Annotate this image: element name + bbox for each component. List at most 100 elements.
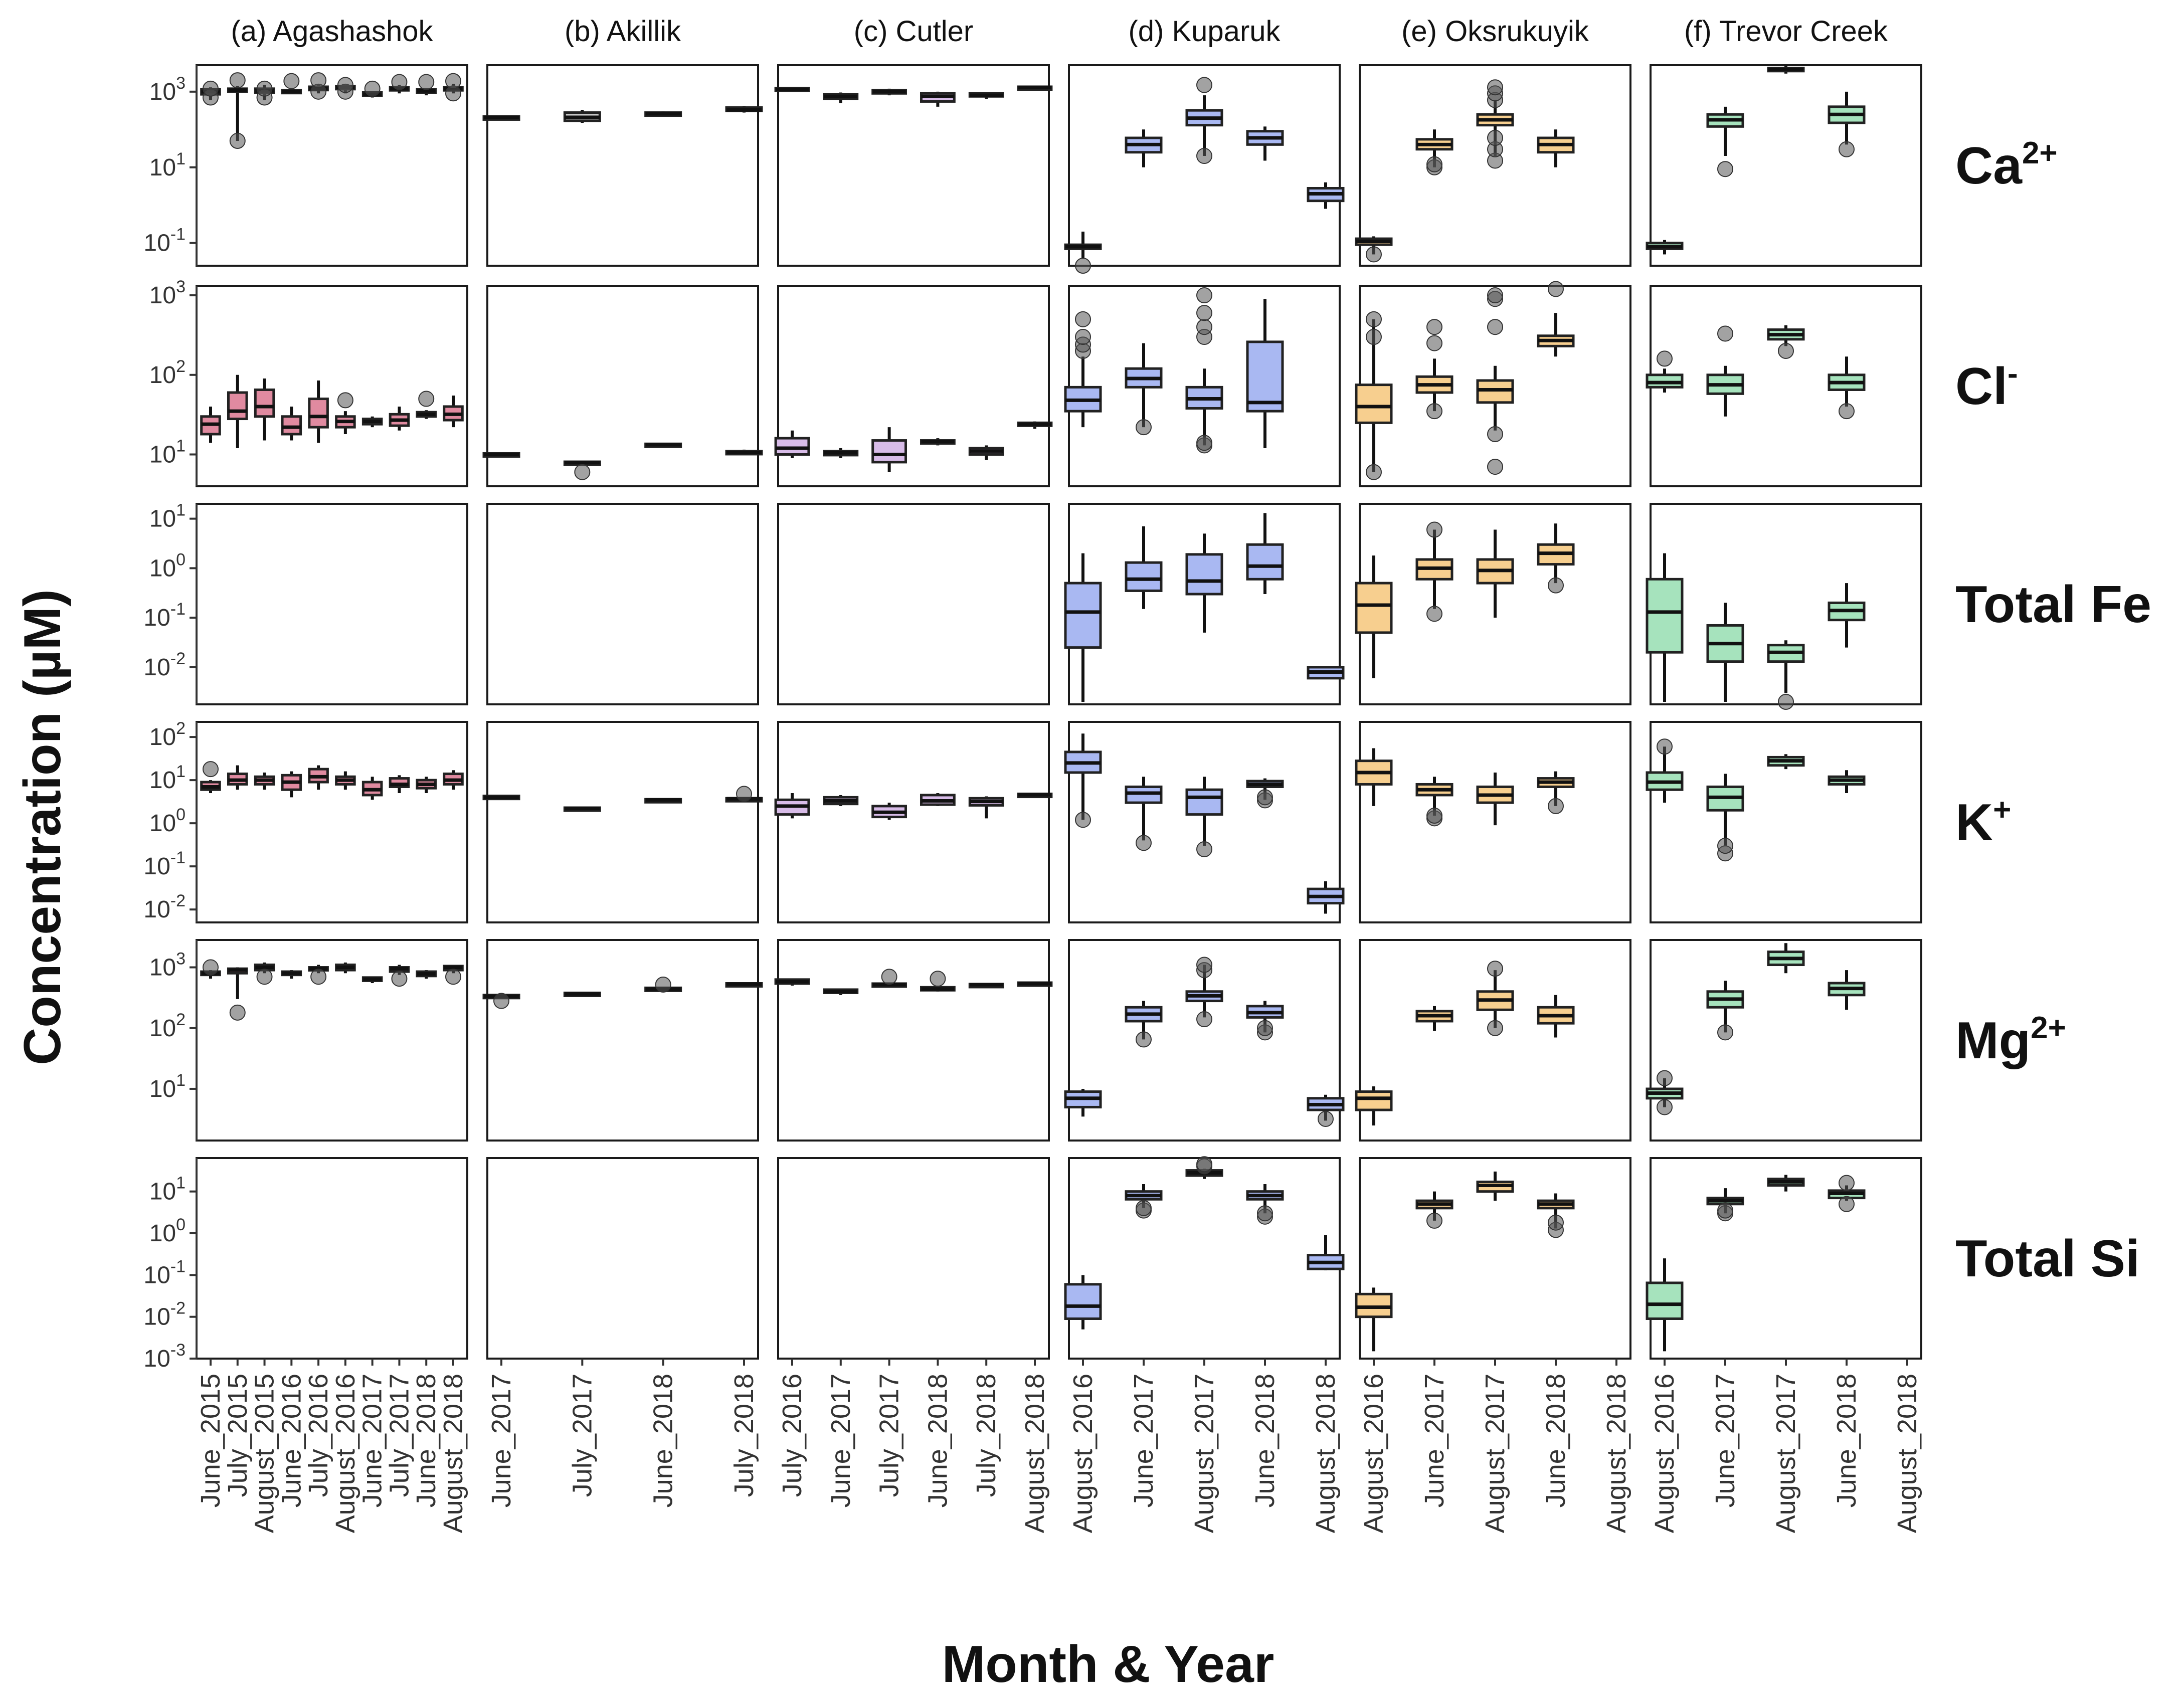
box-c-August_2018 [1017, 85, 1053, 91]
y-tick-label: 103 [149, 74, 186, 105]
panel-c-row1 [774, 285, 1053, 487]
x-tick-label: July_2018 [971, 1374, 1001, 1497]
panel-frame [1650, 64, 1922, 267]
box-e-June_2017 [1415, 521, 1453, 622]
x-tick-label: August_2018 [1020, 1374, 1050, 1533]
panel-frame [196, 1157, 468, 1360]
box-a-August_2015 [254, 772, 275, 790]
box-d-August_2018 [1307, 1235, 1345, 1270]
box-d-June_2017 [1125, 129, 1163, 167]
box-iqr [1246, 543, 1284, 581]
box-outlier [1196, 435, 1212, 451]
box-d-June_2018 [1246, 778, 1284, 809]
box-iqr [281, 415, 302, 436]
box-f-August_2016 [1646, 350, 1684, 393]
panel-f-row4 [1646, 939, 1922, 1142]
box-outlier [1426, 156, 1442, 172]
box-f-August_2016 [1646, 738, 1684, 803]
y-tick-label: 10-2 [143, 649, 186, 681]
box-outlier [1487, 426, 1503, 442]
box-outlier [1487, 319, 1503, 335]
site-title-d: (d) Kuparuk [1128, 15, 1281, 48]
box-c-June_2017 [823, 795, 859, 806]
box-iqr [308, 398, 329, 429]
box-d-June_2018 [1246, 1184, 1284, 1225]
panel-a-row1: 101 102 103 [149, 277, 468, 487]
box-f-August_2017 [1767, 66, 1805, 74]
box-b-June_2018 [644, 111, 682, 117]
box-b-June_2017 [482, 993, 520, 1009]
box-b-July_2018 [725, 786, 763, 803]
box-outlier [1136, 419, 1152, 436]
y-tick-label: 101 [149, 1071, 186, 1102]
box-b-June_2018 [644, 798, 682, 804]
box-c-July_2017 [871, 427, 907, 472]
box-outlier [1487, 459, 1503, 475]
box-a-June_2015 [200, 761, 221, 794]
panel-frame [486, 64, 759, 267]
box-outlier [574, 464, 591, 480]
box-d-August_2016 [1064, 311, 1102, 428]
box-outlier [1778, 342, 1794, 359]
box-b-July_2017 [563, 991, 601, 997]
box-outlier [229, 72, 246, 89]
x-tick-label: June_2017 [1129, 1374, 1159, 1507]
box-d-August_2017 [1185, 533, 1223, 633]
box-iqr [1125, 561, 1163, 592]
panel-frame [196, 64, 468, 267]
y-tick-label: 102 [149, 1010, 186, 1042]
box-e-August_2016 [1355, 748, 1393, 806]
box-outlier [337, 77, 353, 93]
box-c-July_2018 [968, 983, 1004, 989]
box-outlier [1196, 841, 1212, 857]
panel-f-row0 [1646, 64, 1922, 267]
x-tick-label: August_2017 [1480, 1374, 1510, 1533]
x-tick-label: June_2018 [1541, 1374, 1571, 1507]
box-a-July_2015 [227, 967, 248, 1021]
box-b-June_2017 [482, 452, 520, 458]
y-tick-label: 103 [149, 950, 186, 981]
site-title-a: (a) Agashashok [231, 15, 433, 48]
box-outlier [1196, 77, 1212, 93]
box-a-July_2017 [389, 965, 410, 987]
box-outlier [1487, 287, 1503, 304]
y-tick-label: 10-1 [143, 1257, 186, 1288]
box-outlier [256, 80, 273, 97]
box-outlier [1075, 329, 1091, 345]
box-outlier [256, 969, 273, 985]
panel-c-row2 [777, 503, 1050, 705]
box-outlier [1196, 957, 1212, 973]
box-d-June_2018 [1246, 513, 1284, 595]
box-c-August_2018 [1017, 421, 1053, 429]
panel-frame [486, 285, 759, 487]
box-outlier [229, 1004, 246, 1021]
box-d-June_2018 [1246, 299, 1284, 448]
panel-frame [486, 503, 759, 705]
box-outlier [310, 72, 327, 89]
box-outlier [1657, 1070, 1673, 1086]
box-outlier [1548, 1214, 1564, 1231]
box-e-June_2018 [1537, 1193, 1575, 1238]
box-outlier [1426, 319, 1442, 335]
box-d-August_2016 [1064, 1088, 1102, 1117]
box-a-August_2018 [443, 770, 464, 790]
box-outlier [1717, 1024, 1733, 1041]
y-tick-label: 101 [149, 149, 186, 181]
box-e-June_2017 [1415, 319, 1453, 420]
box-a-August_2016 [335, 77, 356, 100]
box-c-June_2018 [920, 91, 956, 107]
site-title-e: (e) Oksrukuyik [1401, 15, 1589, 48]
box-iqr [774, 437, 810, 456]
box-e-August_2017 [1476, 529, 1514, 618]
box-f-August_2016 [1646, 1070, 1684, 1115]
box-d-August_2016 [1064, 231, 1102, 274]
x-tick-label: August_2016 [1359, 1374, 1389, 1533]
y-tick-label: 100 [149, 805, 186, 837]
box-outlier [445, 73, 461, 89]
box-d-June_2017 [1125, 1001, 1163, 1048]
x-tick-label: June_2017 [1710, 1374, 1740, 1507]
panel-f-row5: August_2016 June_2017 August_2017 June_2018… [1646, 1157, 1922, 1533]
box-a-July_2016 [308, 765, 329, 790]
box-b-June_2018 [644, 442, 682, 448]
panel-b-row5: June_2017 July_2017 June_2018 July_2018 [486, 1157, 759, 1507]
